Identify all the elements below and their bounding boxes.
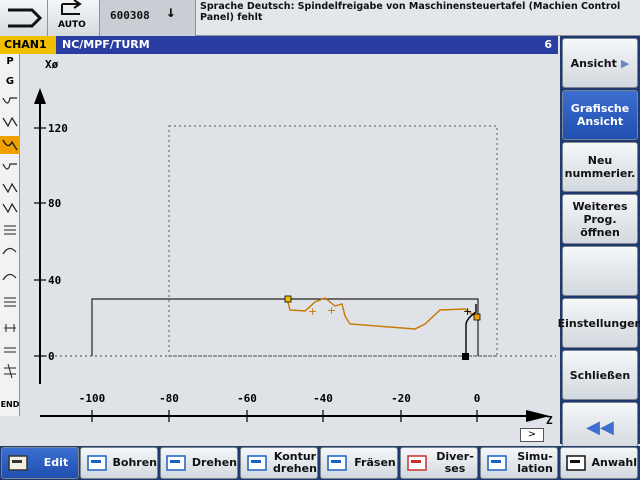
- side-softkey-label: Einstellungen: [557, 316, 640, 330]
- x-tick-label: -60: [237, 392, 257, 405]
- scroll-right-button[interactable]: >: [520, 428, 544, 442]
- header-bar: AUTO 600308 ↓ Sprache Deutsch: Spindelfr…: [0, 0, 640, 36]
- auto-label: AUTO: [58, 20, 86, 30]
- side-softkey-7[interactable]: Schließen: [562, 350, 638, 400]
- y-tick-label: 80: [48, 197, 61, 210]
- bottom-softkey-4[interactable]: Kontur drehen: [240, 447, 318, 479]
- side-softkey-label: Weiteres Prog. öffnen: [572, 199, 628, 239]
- down-arrow-icon: ↓: [166, 2, 176, 21]
- y-axis-label: Xø: [45, 58, 59, 71]
- tool-cross: +: [463, 305, 472, 318]
- side-softkey-label: Schließen: [569, 368, 631, 382]
- contour-end-marker: [473, 313, 481, 321]
- bottom-softkey-6[interactable]: Diver- ses: [400, 447, 478, 479]
- y-tick-label: 0: [48, 350, 55, 363]
- x-tick-label: -40: [313, 392, 333, 405]
- back-arrow-icon: [8, 8, 43, 28]
- left-item-end[interactable]: END: [0, 400, 20, 409]
- bottom-softkey-label: Diver- ses: [436, 450, 474, 475]
- x-tick-label: -100: [79, 392, 106, 405]
- bottom-softkey-label: Fräsen: [354, 456, 396, 469]
- x-axis-arrow: [34, 88, 46, 104]
- contour-graphic: + + + 120 80 40 0 -100 -80 -60 -40 -20 0 Xø Z: [34, 58, 556, 427]
- horizontal-softkeys: Edit Bohren Drehen Kontur drehen Fräsen Diver…: [0, 446, 640, 480]
- finished-contour: [286, 297, 477, 330]
- program-number: 600308 ↓: [100, 0, 196, 36]
- y-tick-label: 40: [48, 274, 61, 287]
- z-axis-arrow: [526, 410, 550, 422]
- nc-select-icon: [565, 452, 587, 474]
- tool-path: [465, 304, 477, 354]
- bottom-softkey-label: Anwahl: [591, 456, 637, 469]
- vertical-softkeys: Ansicht ▶ Grafische Ansicht Neu nummerier. W…: [558, 36, 640, 452]
- side-softkey-1[interactable]: Ansicht ▶: [562, 38, 638, 88]
- simulation-icon: [485, 452, 509, 474]
- contour-icon: [245, 452, 269, 474]
- side-softkey-label: Ansicht: [570, 56, 617, 70]
- bottom-softkey-label: Edit: [43, 456, 69, 469]
- graphic-view: + + + 120 80 40 0 -100 -80 -60 -40 -20 0 Xø Z >: [20, 54, 558, 444]
- side-softkey-label: Grafische Ansicht: [570, 102, 630, 128]
- left-item-p[interactable]: P: [6, 56, 14, 67]
- cycle-icons: [0, 97, 20, 379]
- mode-auto-button[interactable]: AUTO: [48, 0, 100, 36]
- bottom-softkey-7[interactable]: Simu- lation: [480, 447, 558, 479]
- double-back-icon: ◀◀: [586, 416, 614, 438]
- back-button[interactable]: [0, 0, 48, 36]
- bottom-softkey-label: Kontur drehen: [273, 450, 317, 475]
- turn-icon: [165, 452, 188, 474]
- y-tick-group: 120 80 40 0: [34, 122, 68, 363]
- raw-part-outline: [91, 298, 479, 356]
- left-item-g[interactable]: G: [5, 76, 15, 87]
- side-softkey-3[interactable]: Neu nummerier.: [562, 142, 638, 192]
- side-softkey-label: Neu nummerier.: [564, 154, 636, 180]
- alarm-message: Sprache Deutsch: Spindelfreigabe von Mas…: [200, 1, 621, 23]
- bottom-softkey-label: Drehen: [191, 456, 237, 469]
- drill-icon: [85, 452, 109, 474]
- misc-icon: [405, 452, 429, 474]
- plus-marker: +: [327, 304, 336, 317]
- bottom-softkey-1[interactable]: Edit: [1, 447, 79, 479]
- side-softkey-4[interactable]: Weiteres Prog. öffnen: [562, 194, 638, 244]
- chevron-right-icon: ▶: [620, 56, 630, 70]
- z-axis-label: Z: [546, 414, 553, 427]
- side-softkey-6[interactable]: Einstellungen: [558, 298, 640, 348]
- bottom-softkey-label: Simu- lation: [517, 450, 553, 475]
- x-tick-label: 0: [474, 392, 481, 405]
- y-tick-label: 120: [48, 122, 68, 135]
- blank-boundary: [168, 125, 498, 357]
- mill-icon: [325, 452, 349, 474]
- x-tick-group: -100 -80 -60 -40 -20 0: [79, 392, 481, 422]
- tool-position: [462, 353, 469, 360]
- channel-number: 6: [544, 38, 552, 51]
- program-path: NC/MPF/TURM: [62, 38, 150, 51]
- bottom-softkey-label: Bohren: [112, 456, 158, 469]
- side-softkey-8[interactable]: ◀◀: [562, 402, 638, 452]
- bottom-softkey-8[interactable]: Anwahl: [560, 447, 638, 479]
- edit-icon: [6, 452, 30, 474]
- x-tick-label: -20: [391, 392, 411, 405]
- auto-mode-icon: [61, 0, 82, 15]
- bottom-softkey-3[interactable]: Drehen: [160, 447, 238, 479]
- channel-bar: CHAN1 NC/MPF/TURM 6: [0, 36, 558, 54]
- side-softkey-2[interactable]: Grafische Ansicht: [562, 90, 638, 140]
- channel-tag: CHAN1: [0, 36, 56, 54]
- contour-start-marker: [284, 295, 292, 303]
- side-softkey-5[interactable]: [562, 246, 638, 296]
- bottom-softkey-2[interactable]: Bohren: [80, 447, 158, 479]
- block-column: P G END: [0, 54, 20, 416]
- plus-marker: +: [308, 305, 317, 318]
- x-tick-label: -80: [159, 392, 179, 405]
- bottom-softkey-5[interactable]: Fräsen: [320, 447, 398, 479]
- program-number-text: 600308: [110, 9, 150, 22]
